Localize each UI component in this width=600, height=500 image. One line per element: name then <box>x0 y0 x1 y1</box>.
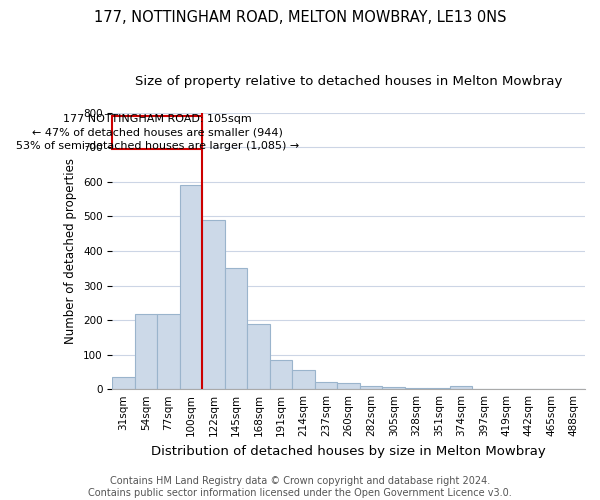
Bar <box>202 220 225 389</box>
Bar <box>270 360 292 389</box>
Bar <box>180 186 202 389</box>
Bar <box>360 386 382 389</box>
Bar <box>112 377 135 389</box>
Y-axis label: Number of detached properties: Number of detached properties <box>64 158 77 344</box>
Bar <box>157 314 180 389</box>
Bar <box>427 388 450 389</box>
Text: 177, NOTTINGHAM ROAD, MELTON MOWBRAY, LE13 0NS: 177, NOTTINGHAM ROAD, MELTON MOWBRAY, LE… <box>94 10 506 25</box>
Bar <box>382 388 405 389</box>
FancyBboxPatch shape <box>112 116 202 149</box>
Text: Contains HM Land Registry data © Crown copyright and database right 2024.
Contai: Contains HM Land Registry data © Crown c… <box>88 476 512 498</box>
Bar <box>247 324 270 389</box>
X-axis label: Distribution of detached houses by size in Melton Mowbray: Distribution of detached houses by size … <box>151 444 546 458</box>
Text: 177 NOTTINGHAM ROAD: 105sqm
← 47% of detached houses are smaller (944)
53% of se: 177 NOTTINGHAM ROAD: 105sqm ← 47% of det… <box>16 114 299 151</box>
Bar <box>337 384 360 389</box>
Bar <box>450 386 472 389</box>
Bar <box>135 314 157 389</box>
Bar <box>405 388 427 389</box>
Bar <box>225 268 247 389</box>
Bar <box>315 382 337 389</box>
Title: Size of property relative to detached houses in Melton Mowbray: Size of property relative to detached ho… <box>135 75 562 88</box>
Bar <box>292 370 315 389</box>
